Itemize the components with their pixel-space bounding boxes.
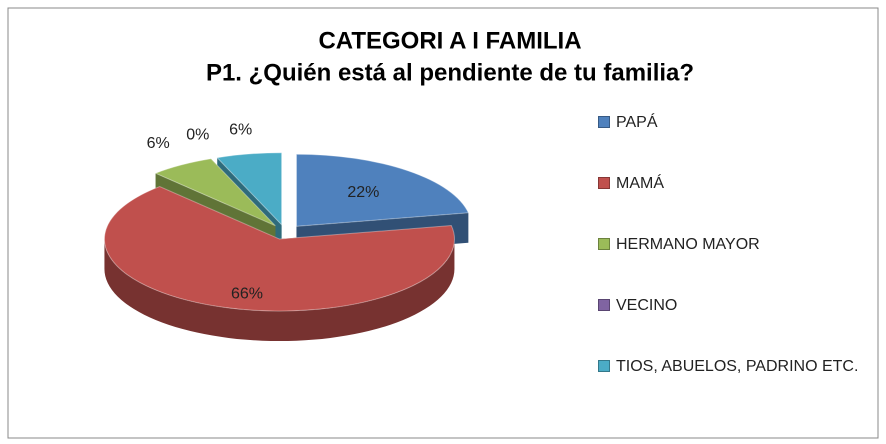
legend-label: TIOS, ABUELOS, PADRINO ETC. — [616, 358, 859, 375]
pie-tops — [103, 152, 470, 312]
pie-slice — [295, 153, 470, 227]
legend-label: HERMANO MAYOR — [616, 236, 760, 253]
pie-labels: 22% 66% 6% 0% 6% — [147, 122, 380, 303]
pie-slice — [216, 152, 283, 226]
chart-subtitle: P1. ¿Quién está al pendiente de tu famil… — [206, 59, 694, 86]
chart-title: CATEGORI A I FAMILIA — [318, 27, 581, 54]
legend-item: TIOS, ABUELOS, PADRINO ETC. — [598, 356, 880, 417]
value-label: 6% — [229, 122, 252, 139]
value-label: 66% — [231, 285, 263, 302]
legend-label: MAMÁ — [616, 175, 664, 192]
legend-item: PAPÁ — [598, 112, 880, 173]
slice-wall — [104, 239, 455, 342]
value-label: 0% — [186, 127, 209, 144]
value-label: 6% — [147, 135, 170, 152]
legend-label: PAPÁ — [616, 114, 658, 131]
value-label: 22% — [347, 184, 379, 201]
legend-swatch — [598, 177, 610, 189]
pie-slice — [154, 158, 276, 227]
legend-swatch — [598, 116, 610, 128]
legend-item: MAMÁ — [598, 173, 880, 234]
legend-swatch — [598, 299, 610, 311]
legend-swatch — [598, 238, 610, 250]
legend-item: VECINO — [598, 295, 880, 356]
legend-swatch — [598, 360, 610, 372]
legend-label: VECINO — [616, 297, 678, 314]
pie-slice — [103, 186, 455, 312]
legend: PAPÁ MAMÁ HERMANO MAYOR VECINO TIOS, ABUELOS… — [598, 112, 880, 417]
legend-item: HERMANO MAYOR — [598, 234, 880, 295]
